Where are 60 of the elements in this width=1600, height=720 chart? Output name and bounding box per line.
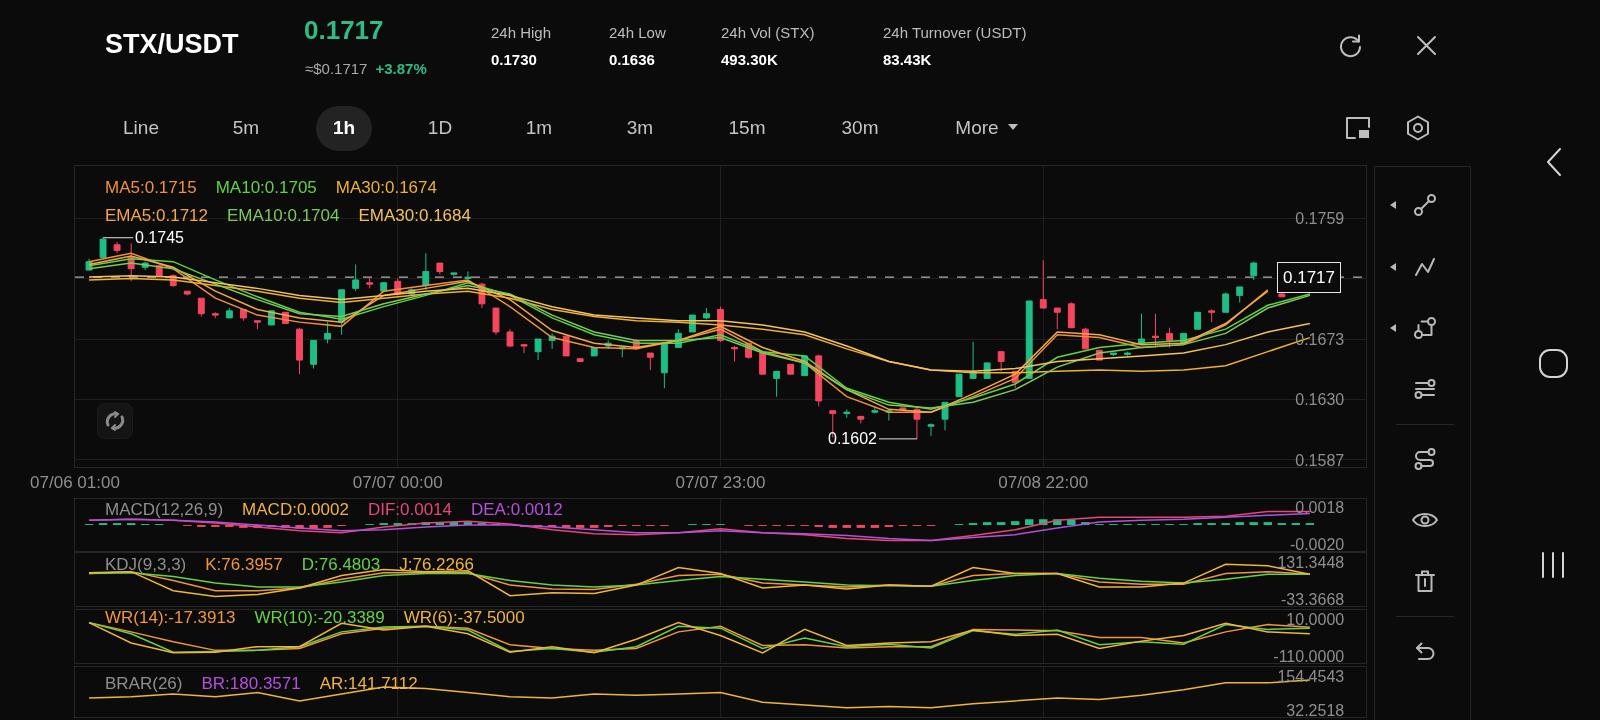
y-tick-label: 0.0018 <box>1295 499 1345 517</box>
series-label: DEA:0.0012 <box>471 499 563 521</box>
y-tick-label: 0.1630 <box>1295 391 1345 409</box>
y-tick-label: 0.1759 <box>1295 209 1345 227</box>
series-label: J:76.2266 <box>399 554 474 576</box>
y-tick-label: -33.3668 <box>1281 590 1345 608</box>
text: MA30:0.1674 <box>335 177 437 199</box>
text: 15m <box>728 117 766 139</box>
y-tick-label: 32.2518 <box>1286 701 1345 719</box>
annotation: 0.1745 <box>135 229 185 246</box>
text: More <box>955 117 999 139</box>
text: EMA5:0.1712 <box>105 205 209 227</box>
text: 24h High <box>491 24 552 42</box>
text: 0.1730 <box>491 51 537 69</box>
y-tick-label: -0.0020 <box>1289 535 1345 553</box>
y-tick-label: 10.0000 <box>1286 610 1345 628</box>
y-tick-label: 0.1587 <box>1295 451 1345 469</box>
series-label: MACD:0.0002 <box>242 499 349 521</box>
text: 24h Turnover (USDT) <box>883 24 1027 42</box>
text: MA10:0.1705 <box>215 177 317 199</box>
text: +3.87% <box>375 60 427 78</box>
text: 1D <box>427 117 453 139</box>
text: Line <box>123 117 159 139</box>
y-tick-label: 131.3448 <box>1277 553 1345 571</box>
legend-title: BRAR(26) <box>105 673 183 695</box>
series-label: WR(10):-20.3389 <box>254 607 385 629</box>
y-tick-label: 154.4543 <box>1277 667 1345 685</box>
series-label: WR(14):-17.3913 <box>105 607 236 629</box>
series-label: DIF:0.0014 <box>367 499 452 521</box>
text: 493.30K <box>721 51 778 69</box>
legend-title: MACD(12,26,9) <box>105 499 224 521</box>
x-tick-label: 07/07 23:00 <box>675 473 766 493</box>
text: 83.43K <box>883 51 932 69</box>
text: STX/USDT <box>105 29 239 61</box>
text: 24h Vol (STX) <box>721 24 815 42</box>
text: EMA10:0.1704 <box>227 205 340 227</box>
text: 0.1717 <box>304 15 384 46</box>
x-tick-label: 07/08 22:00 <box>998 473 1089 493</box>
series-label: WR(6):-37.5000 <box>403 607 525 629</box>
text: 1m <box>525 117 553 139</box>
series-label: D:76.4803 <box>301 554 381 576</box>
legend-label: BR:180.3571 <box>201 673 301 695</box>
y-tick-label: 0.1673 <box>1295 330 1345 348</box>
series-label: AR:141.7112 <box>319 673 418 695</box>
text: EMA30:0.1684 <box>358 205 471 227</box>
text: MA5:0.1715 <box>105 177 197 199</box>
x-tick-label: 07/06 01:00 <box>30 473 120 493</box>
text: 0.1636 <box>609 51 655 69</box>
annotation: 0.1602 <box>828 430 878 447</box>
series-label: K:76.3957 <box>205 554 283 576</box>
legend-title: KDJ(9,3,3) <box>105 554 187 576</box>
ref-line-label: 0.1717 <box>1283 268 1335 287</box>
text: ≈$0.1717 <box>305 60 368 78</box>
text: 3m <box>626 117 654 139</box>
text: 24h Low <box>609 24 666 42</box>
y-tick-label: -110.0000 <box>1273 647 1345 665</box>
text: 1h <box>332 117 356 139</box>
x-tick-label: 07/07 00:00 <box>352 473 443 493</box>
text: 5m <box>232 117 260 139</box>
text: 30m <box>841 117 879 139</box>
